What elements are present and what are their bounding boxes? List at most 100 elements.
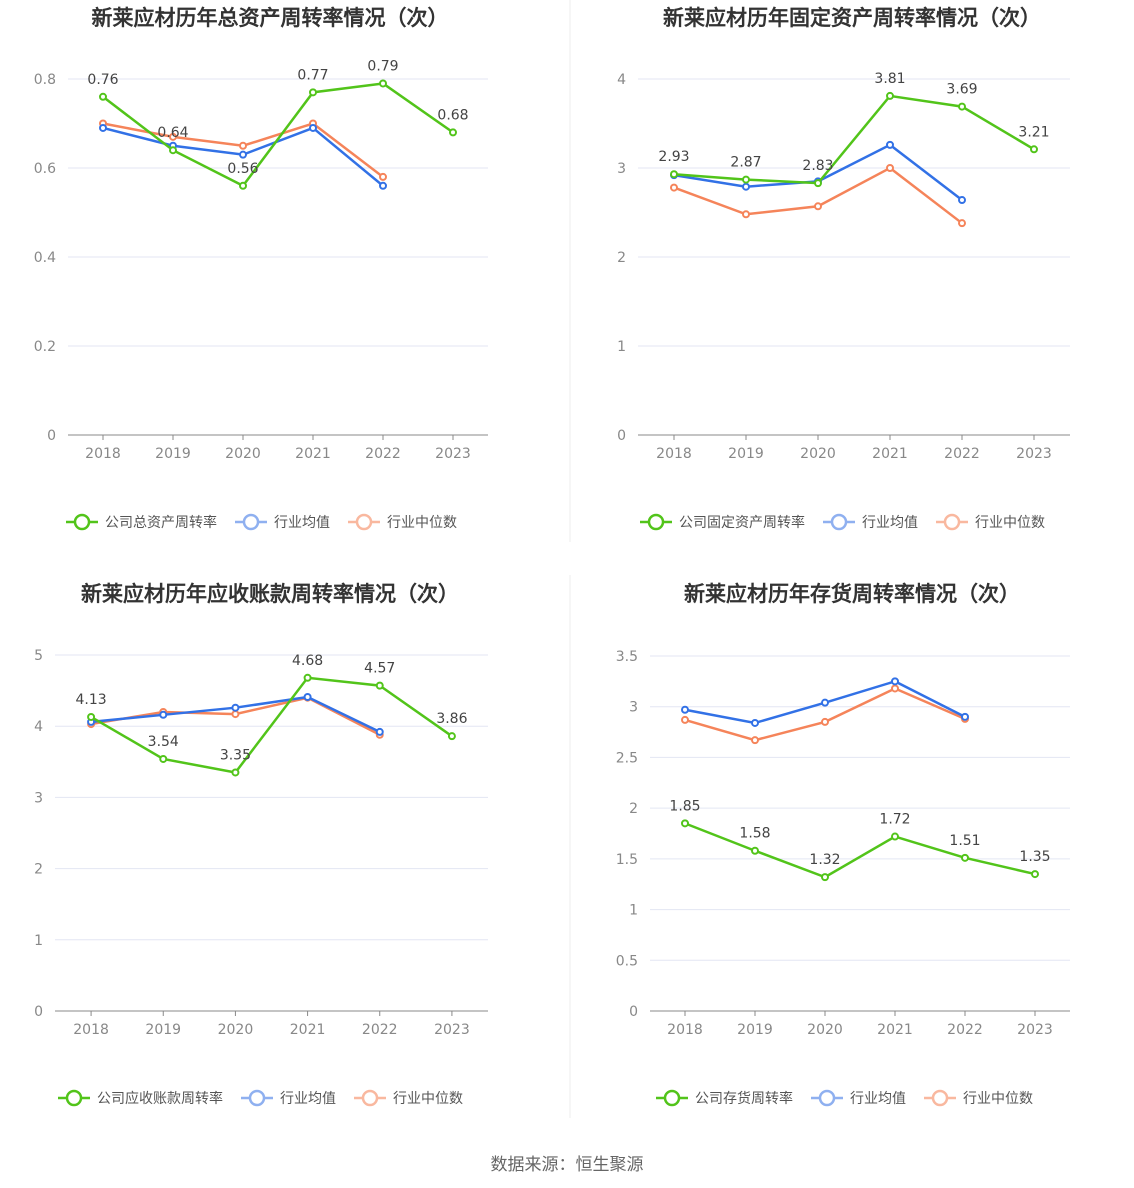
x-tick-label: 2019 xyxy=(728,446,764,462)
y-tick-label: 1 xyxy=(34,933,43,949)
legend-marker-icon xyxy=(355,513,373,531)
x-tick-label: 2022 xyxy=(365,446,401,462)
y-tick-label: 0 xyxy=(629,1004,638,1020)
x-tick-label: 2019 xyxy=(145,1022,181,1038)
y-tick-label: 0.4 xyxy=(34,250,56,266)
x-tick-label: 2023 xyxy=(434,1022,470,1038)
data-point xyxy=(379,79,387,88)
data-point xyxy=(958,102,966,111)
legend-label: 行业均值 xyxy=(850,1091,906,1107)
x-tick-label: 2023 xyxy=(435,446,471,462)
legend-item-1[interactable]: 行业均值 xyxy=(235,513,330,531)
legend-marker-icon xyxy=(65,1089,83,1107)
data-point xyxy=(449,128,457,137)
legend-label: 公司应收账款周转率 xyxy=(97,1090,223,1107)
y-tick-label: 0 xyxy=(47,428,56,444)
data-label: 1.35 xyxy=(1019,849,1050,865)
x-tick-label: 2020 xyxy=(218,1022,254,1038)
legend-label: 行业中位数 xyxy=(963,1091,1033,1107)
legend-marker-icon xyxy=(248,1089,266,1107)
legend-marker-icon xyxy=(647,513,665,531)
legend-label: 行业中位数 xyxy=(393,1091,463,1107)
legend-marker-icon xyxy=(943,513,961,531)
x-tick-label: 2019 xyxy=(737,1022,773,1038)
legend-label: 行业均值 xyxy=(280,1091,336,1107)
data-point xyxy=(751,736,759,745)
data-point xyxy=(891,832,899,841)
legend-marker-icon xyxy=(361,1089,379,1107)
data-point xyxy=(231,710,240,719)
data-label: 2.87 xyxy=(730,155,761,171)
legend-item-0[interactable]: 公司应收账款周转率 xyxy=(58,1089,223,1107)
data-point xyxy=(169,146,177,155)
series-line-0 xyxy=(684,822,1036,879)
legend-marker-icon xyxy=(830,513,848,531)
data-point xyxy=(309,88,317,97)
data-point xyxy=(886,164,894,172)
data-point xyxy=(447,732,456,741)
x-tick-label: 2020 xyxy=(800,446,836,462)
y-tick-label: 1 xyxy=(617,339,626,355)
data-label: 3.35 xyxy=(220,747,251,763)
data-label: 0.79 xyxy=(367,58,398,74)
data-point xyxy=(891,684,899,693)
data-label: 1.51 xyxy=(949,833,980,849)
x-tick-label: 2022 xyxy=(362,1022,398,1038)
series-line-0 xyxy=(90,676,453,774)
legend-item-2[interactable]: 行业中位数 xyxy=(936,513,1045,531)
y-tick-label: 0 xyxy=(34,1004,43,1020)
data-point xyxy=(821,873,829,882)
data-point xyxy=(742,210,750,219)
x-tick-label: 2021 xyxy=(295,446,331,462)
legend-item-1[interactable]: 行业均值 xyxy=(811,1089,906,1107)
legend-label: 公司存货周转率 xyxy=(695,1090,793,1107)
data-point xyxy=(1031,870,1039,879)
data-point xyxy=(821,717,829,726)
data-label: 0.56 xyxy=(227,161,258,177)
x-tick-label: 2022 xyxy=(944,446,980,462)
y-tick-label: 1 xyxy=(629,903,638,919)
data-label: 4.68 xyxy=(292,653,323,669)
y-tick-label: 0 xyxy=(617,428,626,444)
x-tick-label: 2018 xyxy=(85,446,121,462)
data-point xyxy=(303,673,312,682)
data-label: 1.32 xyxy=(809,852,840,868)
x-tick-label: 2020 xyxy=(807,1022,843,1038)
data-point xyxy=(379,172,387,181)
data-label: 1.85 xyxy=(669,798,700,814)
x-tick-label: 2023 xyxy=(1017,1022,1053,1038)
data-point xyxy=(1030,145,1038,154)
legend-marker-icon xyxy=(818,1089,836,1107)
data-label: 3.86 xyxy=(436,711,467,727)
legend-item-0[interactable]: 公司固定资产周转率 xyxy=(640,513,805,531)
legend-item-2[interactable]: 行业中位数 xyxy=(924,1089,1033,1107)
data-point xyxy=(681,819,689,828)
y-tick-label: 1.5 xyxy=(616,852,638,868)
legend-item-1[interactable]: 行业均值 xyxy=(823,513,918,531)
data-point xyxy=(375,681,384,690)
data-point xyxy=(891,677,899,686)
chart-title: 新莱应材历年固定资产周转率情况（次） xyxy=(663,6,1041,30)
legend-item-2[interactable]: 行业中位数 xyxy=(348,513,457,531)
y-tick-label: 0.8 xyxy=(34,72,56,88)
data-point xyxy=(231,768,240,777)
legend-item-1[interactable]: 行业均值 xyxy=(241,1089,336,1107)
chart-1: 新莱应材历年总资产周转率情况（次） 0 0.2 0.4 0.6 0.8 2018 2019 20… xyxy=(34,6,488,531)
legend-label: 公司固定资产周转率 xyxy=(679,514,805,531)
legend-item-2[interactable]: 行业中位数 xyxy=(354,1089,463,1107)
y-tick-label: 0.5 xyxy=(616,953,638,969)
data-label: 1.58 xyxy=(739,826,770,842)
legend-item-0[interactable]: 公司总资产周转率 xyxy=(66,513,217,531)
x-tick-label: 2018 xyxy=(656,446,692,462)
legend-marker-icon xyxy=(73,513,91,531)
data-point xyxy=(958,196,966,205)
data-label: 0.76 xyxy=(87,72,118,88)
data-point xyxy=(87,712,96,721)
data-point xyxy=(958,219,966,228)
data-point xyxy=(886,91,894,100)
legend-item-0[interactable]: 公司存货周转率 xyxy=(656,1089,793,1107)
x-tick-label: 2018 xyxy=(667,1022,703,1038)
data-label: 0.77 xyxy=(297,67,328,83)
data-point xyxy=(814,179,822,188)
x-tick-label: 2021 xyxy=(290,1022,326,1038)
